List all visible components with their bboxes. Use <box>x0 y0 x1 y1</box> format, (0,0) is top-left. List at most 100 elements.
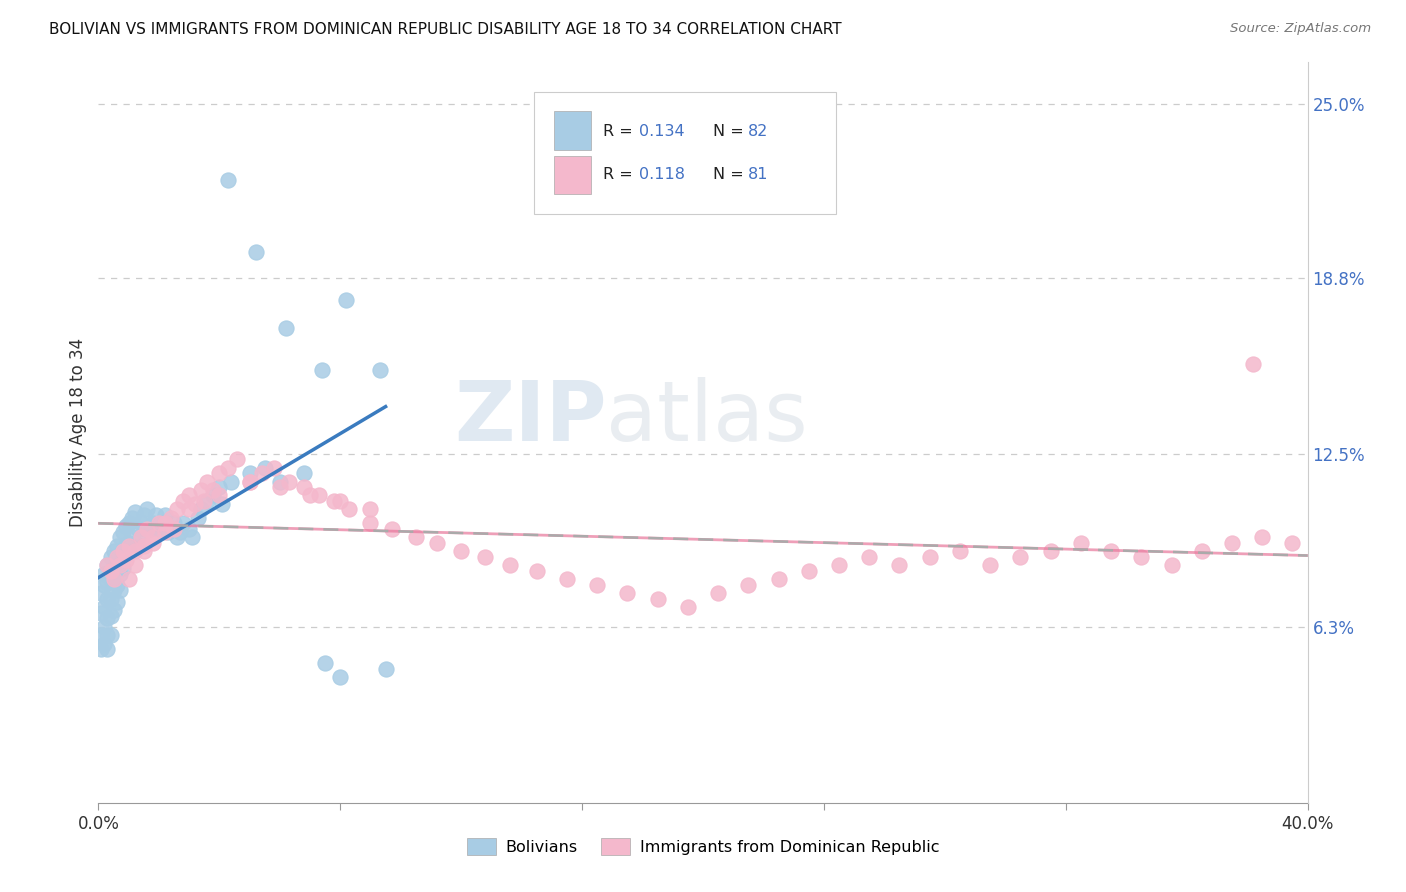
Point <box>135 522 157 536</box>
Point <box>118 536 141 550</box>
Point <box>108 583 131 598</box>
Point <box>148 516 170 531</box>
Point <box>114 519 136 533</box>
Point <box>299 488 322 502</box>
Point <box>105 578 128 592</box>
Point <box>108 549 131 564</box>
Point <box>93 636 115 650</box>
Point <box>90 586 112 600</box>
Point <box>93 620 115 634</box>
Point <box>135 502 157 516</box>
Point <box>150 516 173 531</box>
Point <box>96 611 118 625</box>
Point <box>323 494 346 508</box>
Point <box>90 628 112 642</box>
Point <box>269 480 291 494</box>
Point <box>676 600 699 615</box>
Point <box>111 544 134 558</box>
Point <box>202 488 225 502</box>
Point <box>360 502 382 516</box>
Point <box>90 642 112 657</box>
Point <box>145 508 167 522</box>
Point <box>153 516 176 531</box>
Point <box>426 536 449 550</box>
Point <box>132 508 155 522</box>
Text: ZIP: ZIP <box>454 377 606 458</box>
Point <box>163 522 186 536</box>
Point <box>707 586 730 600</box>
Point <box>208 480 231 494</box>
Point <box>1070 536 1092 550</box>
Point <box>127 539 149 553</box>
Point <box>96 558 118 573</box>
Point <box>105 594 128 608</box>
Point <box>142 530 165 544</box>
Point <box>498 558 520 573</box>
Point <box>118 539 141 553</box>
Point <box>828 558 851 573</box>
Point <box>329 494 352 508</box>
Point <box>797 564 820 578</box>
Point <box>118 572 141 586</box>
Point <box>96 575 118 590</box>
Point <box>217 460 239 475</box>
Point <box>221 475 243 489</box>
Point <box>96 591 118 606</box>
Point <box>160 511 183 525</box>
Text: BOLIVIAN VS IMMIGRANTS FROM DOMINICAN REPUBLIC DISABILITY AGE 18 TO 34 CORRELATI: BOLIVIAN VS IMMIGRANTS FROM DOMINICAN RE… <box>49 22 842 37</box>
Point <box>1099 544 1122 558</box>
Point <box>374 662 396 676</box>
Point <box>114 553 136 567</box>
Point <box>121 511 143 525</box>
Point <box>166 502 188 516</box>
Text: 0.134: 0.134 <box>638 124 685 139</box>
Point <box>142 516 165 531</box>
Point <box>129 516 152 531</box>
Point <box>166 530 188 544</box>
Text: N =: N = <box>713 168 748 183</box>
Point <box>105 558 128 573</box>
Point <box>156 524 179 539</box>
Text: R =: R = <box>603 124 637 139</box>
Text: Source: ZipAtlas.com: Source: ZipAtlas.com <box>1230 22 1371 36</box>
Point <box>292 466 315 480</box>
Point <box>153 508 176 522</box>
Text: atlas: atlas <box>606 377 808 458</box>
Point <box>139 522 162 536</box>
Point <box>1241 357 1264 371</box>
Point <box>239 475 262 489</box>
Point <box>405 530 427 544</box>
Point <box>195 494 218 508</box>
Point <box>360 516 382 531</box>
Point <box>142 536 165 550</box>
Point <box>181 530 204 544</box>
Point <box>616 586 638 600</box>
Point <box>239 475 262 489</box>
Point <box>132 539 155 553</box>
Point <box>96 558 118 573</box>
Point <box>253 460 276 475</box>
Point <box>1251 530 1274 544</box>
Point <box>96 628 118 642</box>
Text: 81: 81 <box>748 168 768 183</box>
Point <box>118 516 141 531</box>
Point <box>105 539 128 553</box>
Point <box>179 488 201 502</box>
Text: 0.118: 0.118 <box>638 168 685 183</box>
Point <box>737 578 759 592</box>
Point <box>163 516 186 531</box>
Point <box>314 656 336 670</box>
FancyBboxPatch shape <box>554 112 591 150</box>
Point <box>100 591 122 606</box>
Point <box>103 603 125 617</box>
FancyBboxPatch shape <box>534 92 837 214</box>
Point <box>103 572 125 586</box>
Point <box>124 505 146 519</box>
Text: R =: R = <box>603 168 637 183</box>
Point <box>129 530 152 544</box>
Point <box>187 511 209 525</box>
Point <box>555 572 578 586</box>
Point <box>1130 549 1153 564</box>
Point <box>526 564 548 578</box>
Point <box>103 564 125 578</box>
